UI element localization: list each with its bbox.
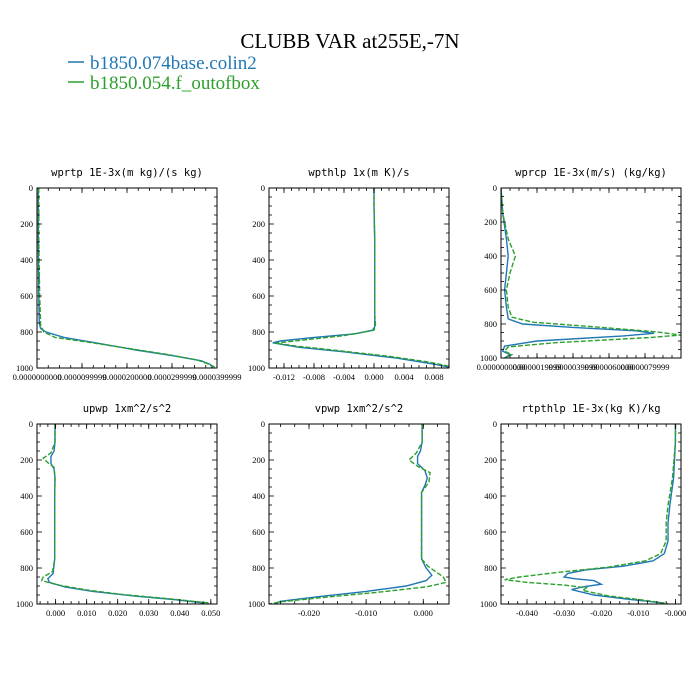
y-tick-label: 200	[252, 219, 265, 229]
y-tick-label: 400	[484, 491, 497, 501]
panel-title: wprtp 1E-3x(m kg)/(s kg)	[51, 167, 203, 179]
x-tick-label: -0.008	[303, 372, 325, 382]
y-tick-label: 400	[20, 255, 33, 265]
y-tick-label: 400	[252, 491, 265, 501]
panel-4: upwp 1xm^2/s^2 0 200 400 600 800 1000 0.000 0.01…	[16, 403, 220, 618]
series-line-2	[504, 424, 677, 604]
y-tick-label: 0	[261, 419, 265, 429]
x-tick-label: 0.050	[201, 608, 220, 618]
y-tick-label: 1000	[16, 599, 33, 609]
panel-5: vpwp 1xm^2/s^2 0 200 400 600 800 1000 -0.020 -0.…	[248, 403, 450, 618]
series-line-2	[38, 188, 217, 368]
x-tick-label: -0.004	[333, 372, 356, 382]
x-tick-label: 0.000	[414, 608, 433, 618]
y-tick-label: 800	[20, 327, 33, 337]
y-tick-label: 800	[252, 563, 265, 573]
y-tick-label: 400	[20, 491, 33, 501]
x-tick-label: 0.008	[424, 372, 443, 382]
series-line-1	[562, 424, 677, 604]
y-tick-label: 0	[493, 183, 497, 193]
x-tick-label: 0.0000000000	[13, 372, 62, 382]
x-tick-label: 0.0000200000	[103, 372, 152, 382]
x-tick-label: -0.012	[273, 372, 295, 382]
y-tick-label: 200	[484, 217, 497, 227]
panel-3: wprcp 1E-3x(m/s) (kg/kg) 0 200 400 600 800 100…	[477, 167, 682, 372]
x-tick-label: 0.000	[46, 608, 65, 618]
series-line-1	[274, 424, 433, 604]
x-tick-label: 0.0000399999	[193, 372, 242, 382]
legend-label-1: b1850.074base.colin2	[90, 53, 257, 74]
y-tick-label: 400	[484, 251, 497, 261]
series-line-1	[501, 188, 655, 358]
series-line-2	[501, 188, 681, 358]
x-tick-label: 0.010	[77, 608, 96, 618]
y-tick-label: 600	[484, 527, 497, 537]
panel-2: wpthlp 1x(m K)/s02004006008001000-0.012-…	[248, 167, 450, 382]
x-tick-label: 0.000	[364, 372, 383, 382]
panel-title: wprcp 1E-3x(m/s) (kg/kg)	[515, 167, 667, 179]
x-tick-label: 0.0000000000	[477, 362, 526, 372]
x-tick-label: 0.0000019999	[513, 362, 562, 372]
legend: b1850.074base.colin2 b1850.054.f_outofbo…	[68, 53, 260, 94]
x-tick-label: -0.020	[298, 608, 320, 618]
series-line-1	[37, 188, 214, 368]
y-tick-label: 800	[484, 563, 497, 573]
y-tick-label: 1000	[480, 599, 497, 609]
plot-frame	[36, 187, 218, 369]
panels: wprtp 1E-3x(m kg)/(s kg) 0 200 400 600 800 100…	[13, 167, 687, 618]
x-tick-label: 0.0000060000	[585, 362, 634, 372]
y-tick-label: 0	[29, 183, 33, 193]
x-tick-label: 0.0000299999	[148, 372, 197, 382]
x-tick-label: 0.0000099999	[58, 372, 107, 382]
x-tick-label: 0.004	[394, 372, 414, 382]
plot-frame	[500, 187, 682, 359]
y-tick-label: 1000	[16, 363, 33, 373]
plot-frame	[500, 423, 682, 605]
panel-title: upwp 1xm^2/s^2	[83, 403, 172, 415]
y-tick-label: 0	[261, 183, 265, 193]
y-tick-label: 1000	[248, 363, 265, 373]
y-tick-label: 400	[252, 255, 265, 265]
x-tick-label: -0.010	[627, 608, 649, 618]
y-tick-label: 200	[252, 455, 265, 465]
plot-frame	[36, 423, 218, 605]
y-tick-label: 800	[252, 327, 265, 337]
panel-title: vpwp 1xm^2/s^2	[315, 403, 404, 415]
y-tick-label: 800	[484, 319, 497, 329]
y-tick-label: 200	[20, 455, 33, 465]
panel-title: rtpthlp 1E-3x(kg K)/kg	[521, 403, 660, 415]
x-tick-label: 0.020	[108, 608, 127, 618]
panel-title: wpthlp 1x(m K)/s	[308, 167, 409, 179]
y-tick-label: 600	[252, 527, 265, 537]
x-tick-label: -0.040	[516, 608, 538, 618]
x-tick-label: 0.040	[170, 608, 189, 618]
y-tick-label: 600	[484, 285, 497, 295]
y-tick-label: 800	[20, 563, 33, 573]
y-tick-label: 600	[252, 291, 265, 301]
figure-title: CLUBB VAR at255E,-7N	[240, 29, 459, 53]
series-line-1	[47, 424, 205, 604]
series-line-2	[269, 424, 448, 604]
x-tick-label: -0.020	[590, 608, 612, 618]
series-line-2	[274, 188, 449, 367]
y-tick-label: 200	[20, 219, 33, 229]
x-tick-label: 0.0000039999	[549, 362, 598, 372]
y-tick-label: 1000	[480, 353, 497, 363]
panel-6: rtpthlp 1E-3x(kg K)/kg 0 200 400 600 800 1000 -…	[480, 403, 686, 618]
y-tick-label: 600	[20, 291, 33, 301]
x-tick-label: 0.0000079999	[621, 362, 670, 372]
panel-1: wprtp 1E-3x(m kg)/(s kg) 0 200 400 600 800 100…	[13, 167, 242, 382]
x-tick-label: 0.030	[139, 608, 158, 618]
y-tick-label: 1000	[248, 599, 265, 609]
y-tick-label: 200	[484, 455, 497, 465]
x-tick-label: -0.030	[553, 608, 575, 618]
y-tick-label: 600	[20, 527, 33, 537]
x-tick-label: -0.000	[664, 608, 686, 618]
legend-label-2: b1850.054.f_outofbox	[90, 73, 260, 94]
y-tick-label: 0	[29, 419, 33, 429]
series-line-2	[40, 424, 211, 604]
y-tick-label: 0	[493, 419, 497, 429]
x-tick-label: -0.010	[355, 608, 377, 618]
